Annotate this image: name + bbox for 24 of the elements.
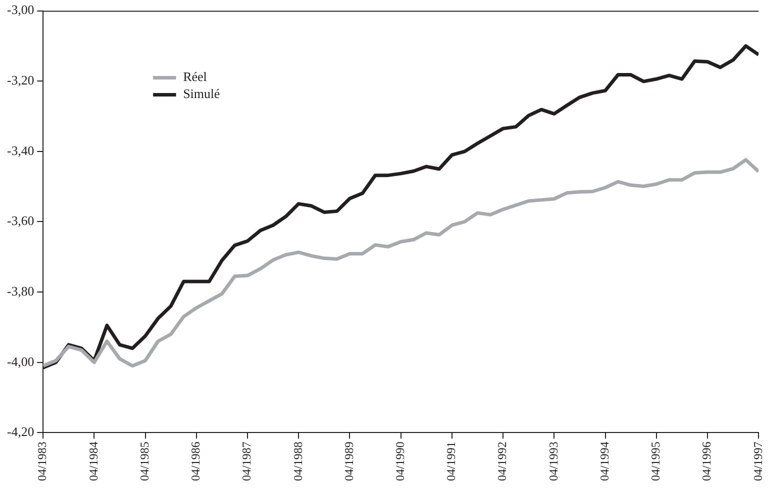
x-tick-label: 04/1987 (240, 442, 254, 482)
legend-label: Simulé (183, 86, 220, 102)
y-tick-label: -3,00 (6, 2, 34, 18)
x-tick-label: 04/1993 (546, 442, 560, 482)
x-tick-label: 04/1984 (86, 442, 100, 482)
x-tick-label: 04/1992 (495, 442, 510, 482)
x-tick-label: 04/1988 (290, 442, 305, 482)
x-tick-label: 04/1997 (750, 442, 765, 482)
y-tick-label: -3,60 (6, 213, 34, 228)
legend-label: Réel (183, 69, 208, 84)
y-tick-label: -3,40 (6, 142, 34, 158)
x-tick-label: 04/1990 (392, 442, 407, 482)
y-tick-label: -4,00 (6, 354, 34, 369)
x-tick-label: 04/1985 (137, 442, 152, 482)
x-tick-label: 04/1991 (444, 442, 458, 482)
x-tick-label: 04/1996 (700, 442, 714, 482)
x-tick-label: 04/1989 (342, 442, 356, 482)
x-tick-label: 04/1986 (188, 442, 203, 482)
y-tick-label: -4,20 (6, 424, 34, 440)
x-tick-label: 04/1983 (35, 442, 50, 482)
y-tick-label: -3,80 (6, 283, 34, 298)
x-tick-label: 04/1994 (597, 442, 612, 482)
x-tick-label: 04/1995 (648, 442, 663, 482)
y-tick-label: -3,20 (6, 72, 34, 88)
